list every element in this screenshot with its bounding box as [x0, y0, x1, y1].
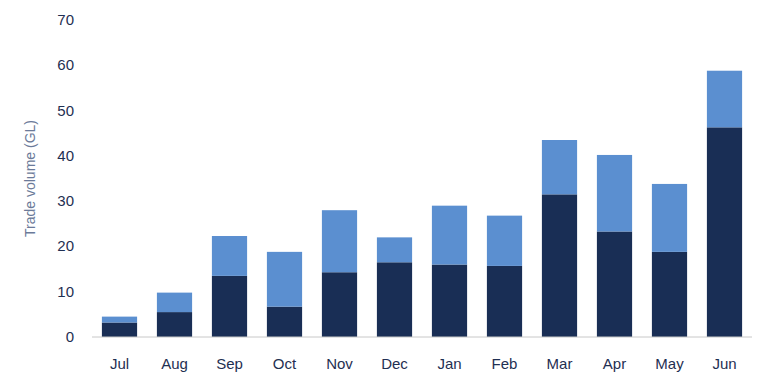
bar	[487, 266, 522, 337]
chart: 0 10 20 30 40 50 60 70 Trade volume (GL) Jul Aug Se…	[0, 0, 776, 388]
bar	[542, 194, 577, 337]
bar	[212, 276, 247, 337]
bar	[322, 210, 357, 272]
x-tick-label: May	[655, 355, 684, 372]
bar	[102, 323, 137, 337]
y-tick-label: 50	[57, 102, 74, 119]
bar	[432, 265, 467, 337]
x-axis-line	[92, 337, 752, 338]
bar	[597, 155, 632, 232]
bar	[652, 184, 687, 252]
bar	[432, 206, 467, 265]
bar	[267, 252, 302, 307]
bar	[542, 140, 577, 194]
y-tick-label: 0	[66, 328, 74, 345]
bar	[377, 237, 412, 262]
bar	[707, 71, 742, 128]
x-tick-label: Dec	[381, 355, 408, 372]
x-tick-label: Feb	[492, 355, 518, 372]
bar	[157, 312, 192, 337]
x-tick-label: Jan	[437, 355, 461, 372]
y-tick-label: 70	[57, 11, 74, 28]
bar	[487, 216, 522, 266]
bar	[377, 262, 412, 337]
y-axis-label: Trade volume (GL)	[22, 120, 38, 237]
x-tick-label: Nov	[326, 355, 353, 372]
bar	[707, 127, 742, 337]
x-tick-label: Aug	[161, 355, 188, 372]
y-tick-label: 60	[57, 56, 74, 73]
bar	[102, 317, 137, 323]
x-tick-label: Jun	[712, 355, 736, 372]
bar	[652, 252, 687, 337]
x-tick-label: Oct	[273, 355, 297, 372]
bar	[322, 272, 357, 337]
x-tick-label: Mar	[547, 355, 573, 372]
x-tick-label: Sep	[216, 355, 243, 372]
y-tick-label: 10	[57, 283, 74, 300]
x-tick-label: Jul	[110, 355, 129, 372]
bar	[157, 293, 192, 312]
x-tick-label: Apr	[603, 355, 626, 372]
y-tick-label: 30	[57, 192, 74, 209]
bar	[597, 231, 632, 337]
bar	[267, 307, 302, 337]
y-tick-label: 20	[57, 237, 74, 254]
bar	[212, 236, 247, 276]
y-tick-label: 40	[57, 147, 74, 164]
